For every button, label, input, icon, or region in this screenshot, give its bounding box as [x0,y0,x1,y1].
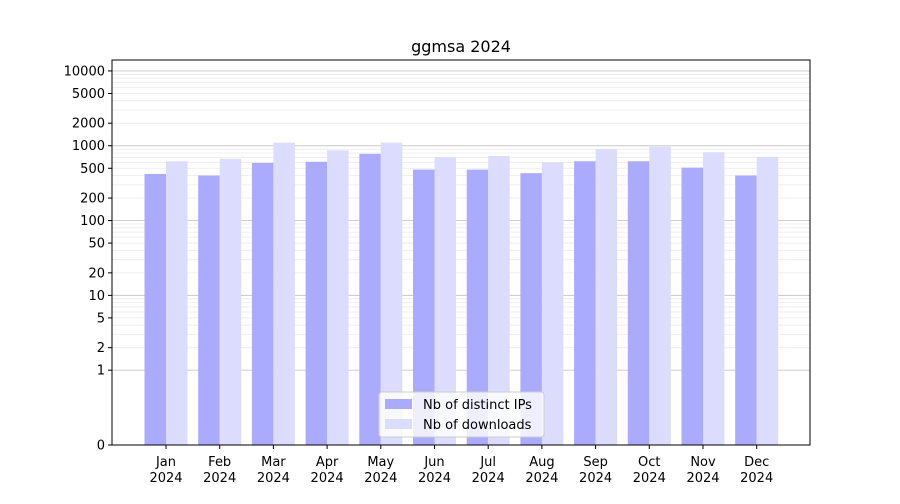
y-tick-label: 500 [80,162,105,177]
bar-downloads [219,158,242,445]
x-tick-label-month: Nov [690,455,716,470]
x-tick-label-year: 2024 [633,471,666,486]
bar-downloads [327,150,349,445]
x-tick-label-month: May [367,455,394,470]
bar-distinct-ips [144,173,166,445]
bars-layer [144,142,779,446]
bar-downloads [273,142,295,445]
bar-distinct-ips [305,161,328,445]
chart-title: ggmsa 2024 [411,37,511,56]
x-tick-label-year: 2024 [525,471,558,486]
x-tick-label-month: Jul [479,455,496,470]
x-tick-label-year: 2024 [364,471,397,486]
bar-downloads [703,152,725,445]
bar-distinct-ips [359,153,381,445]
bar-distinct-ips [735,175,757,445]
bar-downloads [488,155,510,445]
y-tick-label: 10 [88,289,105,304]
bar-distinct-ips [574,161,596,446]
bar-downloads [434,157,456,445]
bar-downloads [649,146,671,445]
x-tick-label-year: 2024 [203,471,236,486]
legend-label: Nb of downloads [423,418,532,433]
x-tick-label-month: Jun [423,455,444,470]
x-tick-label-month: Mar [261,455,286,470]
plot-frame [111,59,811,446]
x-tick-label-month: Aug [529,455,554,470]
x-tick-label-month: Apr [316,455,339,470]
x-tick-label-month: Sep [583,455,608,470]
y-tick-label: 5 [97,311,105,326]
bar-downloads [166,161,188,446]
bar-downloads [595,149,618,445]
axis-layer: 012510205010020050010002000500010000Jan2… [64,64,774,486]
x-tick-label-month: Oct [638,455,660,470]
y-tick-label: 1000 [72,139,105,154]
bar-downloads [541,162,564,445]
y-tick-label: 5000 [72,87,105,102]
legend-label: Nb of distinct IPs [423,398,532,413]
x-tick-label-month: Jan [155,455,176,470]
y-tick-label: 0 [97,439,105,454]
bar-distinct-ips [466,169,489,445]
bar-distinct-ips [413,169,435,445]
bar-distinct-ips [681,167,703,445]
x-tick-label-year: 2024 [418,471,451,486]
y-tick-label: 10000 [64,64,105,79]
bar-downloads [756,156,779,445]
x-tick-label-year: 2024 [149,471,182,486]
bar-distinct-ips [627,161,650,446]
legend-swatch [385,419,412,429]
bar-distinct-ips [520,173,542,445]
x-tick-label-year: 2024 [579,471,612,486]
y-tick-label: 1 [97,364,105,379]
x-tick-label-year: 2024 [686,471,719,486]
legend-box [378,391,545,438]
x-tick-label-year: 2024 [311,471,344,486]
y-tick-label: 2 [97,341,105,356]
bar-downloads [380,142,403,445]
legend-swatch [385,399,412,409]
y-tick-label: 2000 [72,117,105,132]
y-tick-label: 100 [80,214,105,229]
x-tick-label-year: 2024 [257,471,290,486]
legend: Nb of distinct IPs Nb of downloads [378,391,545,438]
y-tick-label: 50 [88,237,105,252]
x-tick-label-year: 2024 [740,471,773,486]
x-tick-label-month: Dec [744,455,769,470]
y-tick-label: 20 [88,266,105,281]
x-tick-label-month: Feb [208,455,231,470]
y-tick-label: 200 [80,192,105,207]
x-tick-label-year: 2024 [472,471,505,486]
bar-distinct-ips [198,175,220,445]
bar-distinct-ips [251,162,274,445]
